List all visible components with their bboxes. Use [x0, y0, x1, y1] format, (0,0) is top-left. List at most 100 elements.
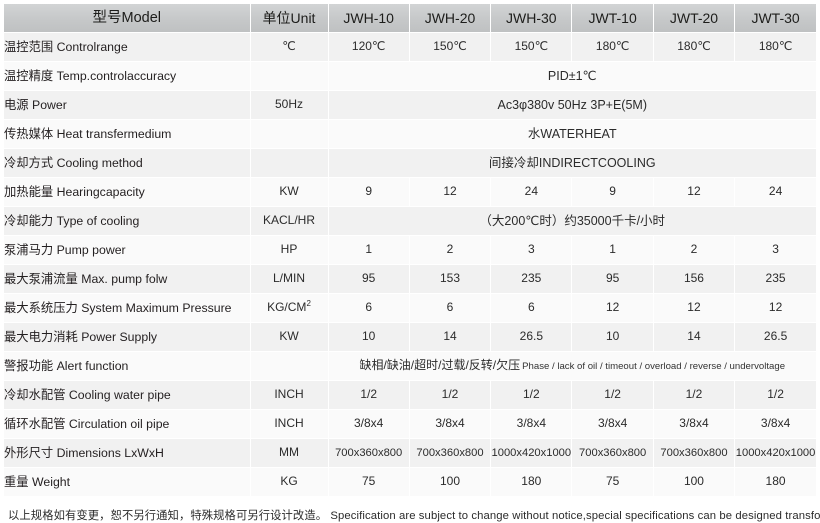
cell-jwt-20: 1/2: [653, 380, 736, 410]
table-row: 最大电力消耗 Power Supply KW 10 14 26.5 10 14 26.5: [4, 322, 816, 352]
row-label: 警报功能 Alert function: [4, 351, 251, 381]
cell-jwt-20: 12: [653, 293, 736, 323]
row-label: 泵浦马力 Pump power: [4, 235, 251, 265]
row-merged-value: 水WATERHEAT: [328, 119, 816, 149]
row-merged-value: 间接冷却INDIRECTCOOLING: [328, 148, 816, 178]
cell-jwh-10: 75: [328, 467, 410, 497]
cell-jwh-20: 1/2: [409, 380, 492, 410]
table-header: 型号Model 单位Unit JWH-10 JWH-20 JWH-30 JWT-…: [4, 4, 816, 33]
cell-jwt-30: 3/8x4: [734, 409, 816, 439]
cell-jwt-30: 12: [734, 293, 816, 323]
cell-jwh-10: 700x360x800: [328, 438, 410, 468]
cell-jwh-30: 1000x420x1000: [490, 438, 573, 468]
table-row: 温控范围 Controlrange ℃ 120℃ 150℃ 150℃ 180℃ 180℃ 18…: [4, 32, 816, 62]
cell-jwt-10: 180℃: [571, 32, 654, 62]
row-label: 冷却方式 Cooling method: [4, 148, 251, 178]
table-row: 加热能量 Hearingcapacity KW 9 12 24 9 12 24: [4, 177, 816, 207]
cell-jwh-30: 24: [490, 177, 573, 207]
row-merged-value: PID±1℃: [328, 61, 816, 91]
cell-jwt-10: 95: [571, 264, 654, 294]
row-merged-value: 缺相/缺油/超时/过载/反转/欠压 Phase / lack of oil / t…: [328, 351, 816, 381]
column-header-model-name: 型号Model: [4, 4, 251, 33]
row-label: 冷却水配管 Cooling water pipe: [4, 380, 251, 410]
table-row: 最大泵浦流量 Max. pump folw L/MIN 95 153 235 95 156 2…: [4, 264, 816, 294]
row-label: 加热能量 Hearingcapacity: [4, 177, 251, 207]
row-label: 传热媒体 Heat transfermedium: [4, 119, 251, 149]
table-row: 冷却方式 Cooling method 间接冷却INDIRECTCOOLING: [4, 148, 816, 178]
row-label: 电源 Power: [4, 90, 251, 120]
row-unit: 50Hz: [250, 90, 329, 120]
cell-jwh-30: 1/2: [490, 380, 573, 410]
column-header-unit: 单位Unit: [250, 4, 329, 33]
cell-jwt-30: 235: [734, 264, 816, 294]
cell-jwt-30: 180℃: [734, 32, 816, 62]
header-row: 型号Model 单位Unit JWH-10 JWH-20 JWH-30 JWT-…: [4, 4, 816, 33]
row-unit: L/MIN: [250, 264, 329, 294]
cell-jwt-10: 1/2: [571, 380, 654, 410]
cell-jwt-30: 24: [734, 177, 816, 207]
cell-jwh-10: 1: [328, 235, 410, 265]
cell-jwh-10: 9: [328, 177, 410, 207]
cell-jwh-30: 180: [490, 467, 573, 497]
cell-jwh-10: 95: [328, 264, 410, 294]
row-unit: KG/CM2: [250, 293, 329, 323]
cell-jwh-10: 1/2: [328, 380, 410, 410]
footnote-text: 以上规格如有变更，恕不另行通知，特殊规格可另行设计改造。 Specificati…: [8, 510, 820, 522]
merged-value-zh: 缺相/缺油/超时/过载/反转/欠压: [359, 358, 521, 373]
cell-jwh-10: 6: [328, 293, 410, 323]
cell-jwh-20: 150℃: [409, 32, 492, 62]
cell-jwh-20: 700x360x800: [409, 438, 492, 468]
row-merged-value: Ac3φ380v 50Hz 3P+E(5M): [328, 90, 816, 120]
column-header-jwh-10: JWH-10: [328, 4, 410, 33]
table-row: 外形尺寸 Dimensions LxWxH MM 700x360x800 700x36…: [4, 438, 816, 468]
cell-jwt-10: 12: [571, 293, 654, 323]
row-label: 循环水配管 Circulation oil pipe: [4, 409, 251, 439]
column-header-jwt-10: JWT-10: [571, 4, 654, 33]
cell-jwt-30: 26.5: [734, 322, 816, 352]
merged-value-en: Phase / lack of oil / timeout / overload…: [522, 361, 786, 373]
table-row: 冷却能力 Type of cooling KACL/HR （大200℃时）约3500…: [4, 206, 816, 236]
row-label: 最大电力消耗 Power Supply: [4, 322, 251, 352]
table-row: 循环水配管 Circulation oil pipe INCH 3/8x4 3/8x4…: [4, 409, 816, 439]
table-row: 传热媒体 Heat transfermedium 水WATERHEAT: [4, 119, 816, 149]
table-row: 温控精度 Temp.controlaccuracy PID±1℃: [4, 61, 816, 91]
cell-jwt-20: 12: [653, 177, 736, 207]
cell-jwh-10: 10: [328, 322, 410, 352]
cell-jwh-20: 153: [409, 264, 492, 294]
cell-jwt-20: 2: [653, 235, 736, 265]
row-unit: [250, 351, 329, 381]
table-row: 泵浦马力 Pump power HP 1 2 3 1 2 3: [4, 235, 816, 265]
cell-jwt-10: 700x360x800: [571, 438, 654, 468]
row-label: 最大系统压力 System Maximum Pressure: [4, 293, 251, 323]
row-unit: ℃: [250, 32, 329, 62]
cell-jwt-20: 3/8x4: [653, 409, 736, 439]
row-unit: HP: [250, 235, 329, 265]
specification-table: 型号Model 单位Unit JWH-10 JWH-20 JWH-30 JWT-…: [4, 4, 816, 497]
cell-jwt-10: 75: [571, 467, 654, 497]
cell-jwt-20: 100: [653, 467, 736, 497]
row-unit: [250, 148, 329, 178]
row-unit: INCH: [250, 380, 329, 410]
row-unit: KW: [250, 177, 329, 207]
table-body: 温控范围 Controlrange ℃ 120℃ 150℃ 150℃ 180℃ 180℃ 18…: [4, 32, 816, 497]
row-unit: INCH: [250, 409, 329, 439]
cell-jwt-20: 14: [653, 322, 736, 352]
cell-jwh-20: 3/8x4: [409, 409, 492, 439]
cell-jwh-20: 12: [409, 177, 492, 207]
row-unit: KW: [250, 322, 329, 352]
cell-jwh-30: 6: [490, 293, 573, 323]
cell-jwt-20: 156: [653, 264, 736, 294]
cell-jwt-10: 9: [571, 177, 654, 207]
row-label: 重量 Weight: [4, 467, 251, 497]
cell-jwt-30: 1/2: [734, 380, 816, 410]
cell-jwh-30: 235: [490, 264, 573, 294]
cell-jwh-10: 3/8x4: [328, 409, 410, 439]
row-merged-value: （大200℃时）约35000千卡/小时: [328, 206, 816, 236]
unit-exponent: 2: [306, 299, 311, 309]
cell-jwh-20: 14: [409, 322, 492, 352]
column-header-jwt-30: JWT-30: [734, 4, 816, 33]
row-label: 最大泵浦流量 Max. pump folw: [4, 264, 251, 294]
table-row: 警报功能 Alert function 缺相/缺油/超时/过载/反转/欠压 Phas…: [4, 351, 816, 381]
cell-jwt-30: 1000x420x1000: [734, 438, 816, 468]
